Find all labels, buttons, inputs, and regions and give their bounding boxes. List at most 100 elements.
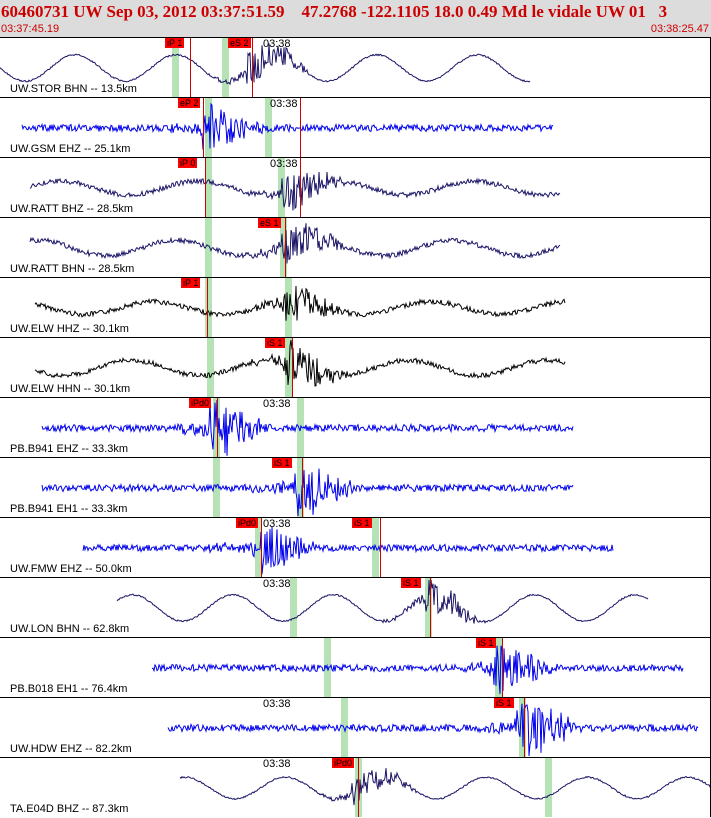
s-window-band xyxy=(545,758,552,817)
waveform xyxy=(167,703,699,757)
s-window-band xyxy=(425,578,432,637)
channel-label: PB.B941 EH1 -- 33.3km xyxy=(10,503,128,515)
waveform-trace xyxy=(21,102,554,150)
p-window-band xyxy=(172,38,179,97)
trace-panel-b941-eh1[interactable]: iS 1 PB.B941 EH1 -- 33.3km xyxy=(0,457,711,517)
channel-label: UW.STOR BHN -- 13.5km xyxy=(10,83,137,95)
trace-panel-gsm-ehz[interactable]: eP 2 03:38 UW.GSM EHZ -- 25.1km xyxy=(0,97,711,157)
pick-flag[interactable]: iPd0 xyxy=(236,518,259,528)
event-title: 60460731 UW Sep 03, 2012 03:37:51.59 47.… xyxy=(1,2,668,21)
waveform xyxy=(0,43,531,86)
s-window-band xyxy=(222,38,229,97)
pick-flag[interactable]: iPd0 xyxy=(189,398,212,408)
waveform-trace xyxy=(34,285,566,321)
trace-panel-elw-hhn[interactable]: iS 1 UW.ELW HHN -- 30.1km xyxy=(0,337,711,397)
time-tick-label: 03:38 xyxy=(270,158,298,170)
p-window-band xyxy=(205,278,212,337)
p-window-band xyxy=(205,218,212,277)
channel-label: UW.FMW EHZ -- 50.0km xyxy=(10,563,132,575)
s-window-band xyxy=(285,278,292,337)
trace-panel-stor-bhn[interactable]: iP 1 eS 2 03:38 UW.STOR BHN -- 13.5km xyxy=(0,37,711,97)
channel-label: UW.LON BHN -- 62.8km xyxy=(10,623,130,635)
pick-flag[interactable]: iS 1 xyxy=(401,578,421,588)
trace-panel-b941-ehz[interactable]: iPd0 03:38 PB.B941 EHZ -- 33.3km xyxy=(0,397,711,457)
pick-flag[interactable]: iS 1 xyxy=(494,698,514,708)
p-pick-line[interactable] xyxy=(358,758,359,817)
trace-panel-lon-bhn[interactable]: iS 1 03:38 UW.LON BHN -- 62.8km xyxy=(0,577,711,637)
pick-flag[interactable]: iS 1 xyxy=(265,338,285,348)
window-end-time: 03:38:25.47 xyxy=(650,23,709,35)
pick-flag[interactable]: iP 1 xyxy=(165,38,185,48)
p-pick-line[interactable] xyxy=(203,98,204,157)
waveform xyxy=(29,171,561,211)
waveform-trace xyxy=(41,468,574,517)
s-pick-line[interactable] xyxy=(292,338,293,397)
waveform xyxy=(34,339,566,387)
p-window-band xyxy=(207,338,214,397)
waveform-trace xyxy=(116,579,649,624)
time-tick-label: 03:38 xyxy=(263,758,291,770)
trace-panel-fmw-ehz[interactable]: iPd0 iS 1 03:38 UW.FMW EHZ -- 50.0km xyxy=(0,517,711,577)
waveform-trace xyxy=(29,223,561,264)
p-window-band xyxy=(341,698,348,757)
trace-panel-hdw-ehz[interactable]: iS 1 03:38 UW.HDW EHZ -- 82.2km xyxy=(0,697,711,757)
p-pick-line[interactable] xyxy=(217,398,218,457)
s-pick-line[interactable] xyxy=(430,578,431,637)
trace-panel-elw-hhz[interactable]: iP 1 UW.ELW HHZ -- 30.1km xyxy=(0,277,711,337)
s-pick-line[interactable] xyxy=(300,158,301,217)
s-window-band xyxy=(265,98,272,157)
p-pick-line[interactable] xyxy=(207,278,208,337)
s-pick-line[interactable] xyxy=(524,698,525,757)
time-tick-label: 03:38 xyxy=(270,98,298,110)
pick-flag[interactable]: iPd0 xyxy=(332,758,355,768)
waveform xyxy=(41,468,574,517)
waveform xyxy=(34,285,566,321)
channel-label: UW.GSM EHZ -- 25.1km xyxy=(10,143,131,155)
channel-label: UW.ELW HHZ -- 30.1km xyxy=(10,323,129,335)
event-header: 60460731 UW Sep 03, 2012 03:37:51.59 47.… xyxy=(0,0,711,37)
waveform xyxy=(82,526,614,575)
waveform xyxy=(29,223,561,264)
pick-flag[interactable]: iS 1 xyxy=(476,638,496,648)
pick-flag[interactable]: iP 1 xyxy=(181,278,201,288)
s-pick-line[interactable] xyxy=(502,638,503,697)
waveform-trace xyxy=(167,703,699,757)
waveform-trace xyxy=(0,43,531,86)
s-window-band xyxy=(285,338,292,397)
time-tick-label: 03:38 xyxy=(263,698,291,710)
pick-flag[interactable]: eP 2 xyxy=(178,98,201,108)
s-window-band xyxy=(280,218,287,277)
waveform xyxy=(21,102,554,150)
waveform-trace xyxy=(179,768,711,806)
trace-panel-ratt-bhz[interactable]: iP 0 03:38 UW.RATT BHZ -- 28.5km xyxy=(0,157,711,217)
s-pick-line[interactable] xyxy=(285,218,286,277)
channel-label: UW.RATT BHN -- 28.5km xyxy=(10,263,135,275)
p-window-band xyxy=(255,518,262,577)
p-pick-line[interactable] xyxy=(190,38,191,97)
channel-label: UW.RATT BHZ -- 28.5km xyxy=(10,203,134,215)
p-pick-line[interactable] xyxy=(205,158,206,217)
waveform-trace xyxy=(151,645,684,694)
waveform-trace xyxy=(41,399,574,456)
p-window-band xyxy=(290,578,297,637)
s-pick-line[interactable] xyxy=(380,518,381,577)
s-pick-line[interactable] xyxy=(252,38,253,97)
trace-panel-b018-eh1[interactable]: iS 1 PB.B018 EH1 -- 76.4km xyxy=(0,637,711,697)
waveform xyxy=(41,399,574,456)
window-start-time: 03:37:45.19 xyxy=(1,23,60,35)
trace-panel-ratt-bhn[interactable]: eS 1 UW.RATT BHN -- 28.5km xyxy=(0,217,711,277)
pick-flag[interactable]: iS 1 xyxy=(272,458,292,468)
pick-flag[interactable]: iP 0 xyxy=(178,158,198,168)
pick-flag[interactable]: eS 1 xyxy=(258,218,281,228)
pick-flag[interactable]: eS 2 xyxy=(228,38,251,48)
s-pick-line[interactable] xyxy=(302,458,303,517)
s-window-band xyxy=(297,458,304,517)
waveform-trace xyxy=(82,526,614,575)
p-pick-line[interactable] xyxy=(261,518,262,577)
pick-flag[interactable]: iS 1 xyxy=(352,518,372,528)
s-pick-line[interactable] xyxy=(300,98,301,157)
seismogram-panels[interactable]: iP 1 eS 2 03:38 UW.STOR BHN -- 13.5km eP… xyxy=(0,37,711,818)
time-tick-label: 03:38 xyxy=(263,398,291,410)
trace-panel-e04d-bhz[interactable]: iPd0 03:38 TA.E04D BHZ -- 87.3km xyxy=(0,757,711,817)
channel-label: TA.E04D BHZ -- 87.3km xyxy=(10,803,129,815)
